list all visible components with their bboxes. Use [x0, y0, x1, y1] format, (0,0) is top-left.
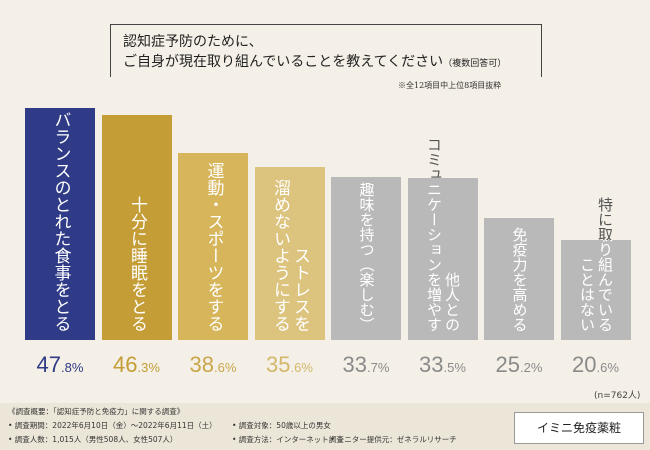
- bar: ストレスを 溜めないようにする: [254, 167, 325, 340]
- category-line: バランスのとれた食事をとる: [50, 110, 71, 332]
- footer-item: • モニター提供元：ゼネラルリサーチ: [330, 435, 457, 444]
- category-line: 十分に睡眠をとる: [127, 195, 147, 332]
- footer-item: • 調査人数：1,015人（男性508人、女性507人）: [8, 435, 178, 444]
- category-line: ストレスを: [290, 246, 310, 332]
- title-line: ご自身が現在取り組んでいることを教えてください（複数回答可）: [123, 51, 506, 71]
- value-label: 33.5%: [419, 352, 466, 377]
- title-line: 認知症予防のために、: [123, 34, 263, 50]
- category-label: ストレスを溜めないようにする: [255, 179, 325, 332]
- footer-item: • 調査方法：インターネット調査: [232, 435, 344, 444]
- category-line: 運動・スポーツをする: [203, 161, 224, 332]
- title-note: （複数回答可）: [443, 59, 507, 69]
- title-text: ご自身が現在取り組んでいることを教えてください: [123, 54, 444, 70]
- bar: 免疫力を高める: [484, 217, 554, 340]
- title-box: 認知症予防のために、 ご自身が現在取り組んでいることを教えてください（複数回答可…: [110, 24, 542, 77]
- category-line: 趣味を持つ（楽しむ）: [357, 181, 376, 332]
- category-label: 十分に睡眠をとる: [102, 196, 172, 332]
- bar: 他人との コミュニケーションを増やす: [407, 177, 478, 340]
- value-label: 33.7%: [342, 352, 390, 377]
- footer-item: • 調査期間：2022年6月10日（金）～2022年6月11日（土）: [8, 421, 217, 430]
- bar: バランスのとれた食事をとる: [25, 108, 95, 340]
- category-label: 免疫力を高める: [484, 227, 554, 332]
- category-line: ことはない: [578, 256, 596, 332]
- category-line: 他人との: [443, 271, 461, 332]
- value-label: 46.3%: [113, 352, 160, 377]
- value-label: 47.8%: [36, 352, 84, 377]
- value-label: 38.6%: [189, 352, 237, 377]
- category-label: バランスのとれた食事をとる: [25, 111, 95, 332]
- category-label: 特に取り組んでいることはない: [561, 240, 631, 332]
- bar: 運動・スポーツをする: [178, 152, 248, 340]
- category-label: 運動・スポーツをする: [178, 162, 248, 332]
- category-label: 他人とのコミュニケーションを増やす: [408, 178, 478, 332]
- bar: 特に取り組んでいる ことはない: [560, 240, 631, 340]
- footer-item: • 調査対象：50歳以上の男女: [232, 421, 331, 430]
- footer-heading: 《調査概要：「認知症予防と免疫力」に関する調査》: [8, 407, 185, 416]
- bar: 趣味を持つ（楽しむ）: [331, 176, 401, 340]
- bar: 十分に睡眠をとる: [101, 115, 172, 340]
- category-line: 特に取り組んでいる: [596, 240, 614, 332]
- value-label: 20.6%: [572, 352, 619, 377]
- sample-size: (n=762人): [594, 391, 641, 401]
- category-line: コミュニケーションを増やす: [425, 177, 443, 332]
- value-label: 25.2%: [495, 352, 543, 377]
- category-line: 免疫力を高める: [510, 226, 529, 332]
- category-line: 溜めないようにする: [270, 178, 290, 332]
- category-label: 趣味を持つ（楽しむ）: [331, 182, 401, 332]
- logo: イミニ免疫薬粧: [514, 412, 644, 444]
- note: ※全12項目中上位8項目抜粋: [398, 81, 502, 90]
- value-label: 35.6%: [266, 352, 313, 377]
